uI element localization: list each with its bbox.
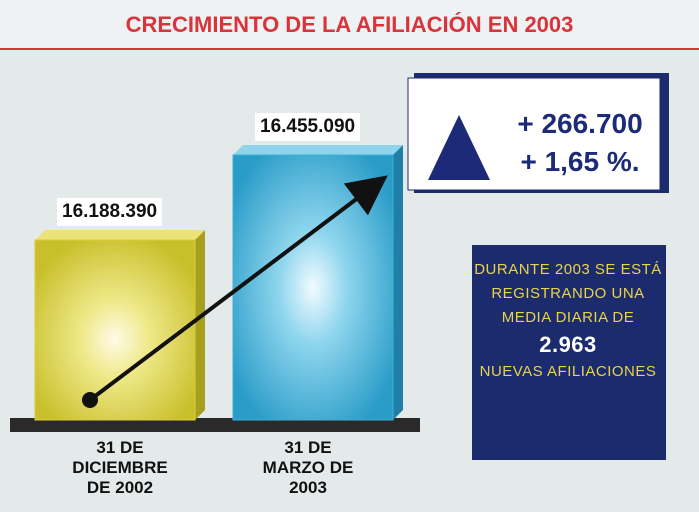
value-label: 16.188.390 <box>57 198 163 226</box>
baseline <box>10 418 420 432</box>
note-box <box>472 245 666 460</box>
x-tick-label: 31 DE MARZO DE 2003 <box>262 438 354 497</box>
note-unit: NUEVAS AFILIACIONES <box>479 363 657 380</box>
annotation: + 266.700 <box>517 108 643 139</box>
chart-title: CRECIMIENTO DE LA AFILIACIÓN EN 2003 <box>125 12 574 37</box>
bar-top <box>233 145 403 155</box>
bar <box>34 239 196 421</box>
x-tick-label: 31 DE DICIEMBRE DE 2002 <box>72 438 168 497</box>
bar-side <box>195 230 205 420</box>
up-triangle <box>428 115 490 180</box>
value-label: 16.455.090 <box>255 113 361 141</box>
trend-arrow <box>88 175 388 402</box>
note-figure: 2.963 <box>539 332 597 357</box>
title-band <box>0 0 699 50</box>
note-text: DURANTE 2003 SE ESTÁ REGISTRANDO UNA MED… <box>474 261 662 326</box>
bar-side <box>393 145 403 420</box>
bar-top <box>35 230 205 240</box>
trend-dot <box>82 392 98 408</box>
bar <box>232 154 394 421</box>
note: DURANTE 2003 SE ESTÁ REGISTRANDO UNA MED… <box>472 258 664 384</box>
annotation: + 1,65 %. <box>520 146 640 177</box>
